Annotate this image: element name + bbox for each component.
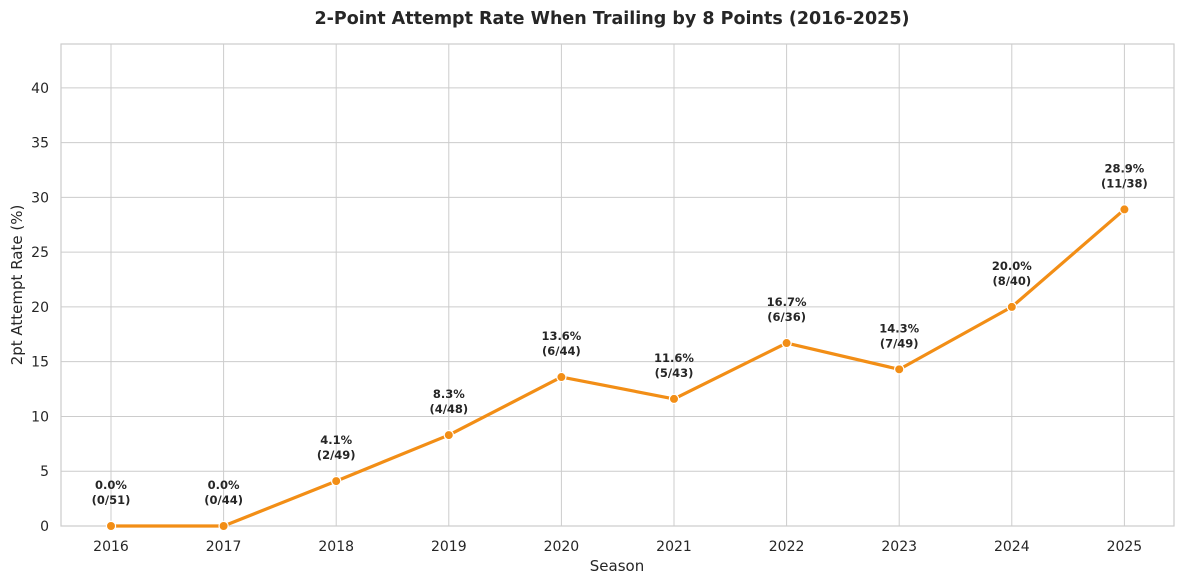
data-label-rate: 0.0%: [95, 478, 127, 492]
data-label-rate: 28.9%: [1104, 161, 1144, 175]
x-tick-label: 2021: [656, 539, 692, 555]
data-label-count: (8/40): [992, 274, 1031, 288]
y-axis-ticks: 0 5 10 15 20 25 30 35 40: [31, 81, 49, 535]
data-label-rate: 11.6%: [654, 351, 694, 365]
grid-lines: [61, 44, 1174, 527]
x-tick-label: 2020: [544, 539, 580, 555]
y-tick-label: 10: [31, 409, 49, 425]
y-tick-label: 25: [31, 245, 49, 261]
data-point: [105, 520, 117, 532]
y-tick-label: 35: [31, 136, 49, 152]
x-tick-label: 2016: [93, 539, 129, 555]
x-tick-label: 2018: [318, 539, 354, 555]
y-tick-label: 15: [31, 355, 49, 371]
data-points: [105, 204, 1130, 532]
data-point: [556, 371, 567, 383]
x-tick-label: 2022: [769, 539, 805, 555]
data-labels: 0.0%(0/51)0.0%(0/44)4.1%(2/49)8.3%(4/48)…: [92, 161, 1148, 507]
data-label-count: (7/49): [880, 336, 919, 350]
chart-title: 2-Point Attempt Rate When Trailing by 8 …: [314, 9, 909, 29]
x-axis-ticks: 2016 2017 2018 2019 2020 2021 2022 2023 2024 2025: [93, 539, 1142, 555]
data-point: [331, 475, 342, 487]
data-label-rate: 4.1%: [320, 433, 352, 447]
y-tick-label: 20: [31, 300, 49, 316]
data-label-count: (6/44): [542, 344, 581, 358]
series-line: [109, 207, 1126, 528]
x-tick-label: 2024: [994, 539, 1030, 555]
data-label-rate: 0.0%: [208, 478, 240, 492]
data-label-count: (5/43): [655, 366, 694, 380]
data-point: [218, 520, 229, 532]
data-point: [443, 429, 454, 441]
y-tick-label: 5: [40, 464, 49, 480]
data-point: [668, 393, 680, 405]
x-tick-label: 2025: [1107, 539, 1143, 555]
x-tick-label: 2019: [431, 539, 467, 555]
y-axis-label: 2pt Attempt Rate (%): [8, 205, 26, 366]
data-point: [1006, 301, 1018, 313]
data-label-rate: 16.7%: [767, 295, 807, 309]
data-label-rate: 8.3%: [433, 387, 465, 401]
data-label-count: (0/51): [92, 493, 131, 507]
data-label-count: (6/36): [767, 310, 806, 324]
data-label-rate: 13.6%: [541, 329, 581, 343]
data-label-count: (0/44): [204, 493, 243, 507]
x-tick-label: 2017: [206, 539, 242, 555]
y-tick-label: 30: [31, 190, 49, 206]
plot-frame: [60, 43, 1175, 527]
data-label-count: (2/49): [317, 448, 356, 462]
y-tick-label: 0: [40, 519, 49, 535]
y-tick-label: 40: [31, 81, 49, 97]
data-point: [781, 337, 792, 349]
data-label-count: (4/48): [429, 402, 468, 416]
data-point: [894, 364, 905, 375]
data-label-rate: 20.0%: [992, 259, 1032, 273]
data-label-count: (11/38): [1101, 176, 1148, 190]
data-label-rate: 14.3%: [879, 321, 919, 335]
x-tick-label: 2023: [881, 539, 917, 555]
data-point: [1119, 204, 1130, 215]
x-axis-label: Season: [590, 557, 644, 575]
